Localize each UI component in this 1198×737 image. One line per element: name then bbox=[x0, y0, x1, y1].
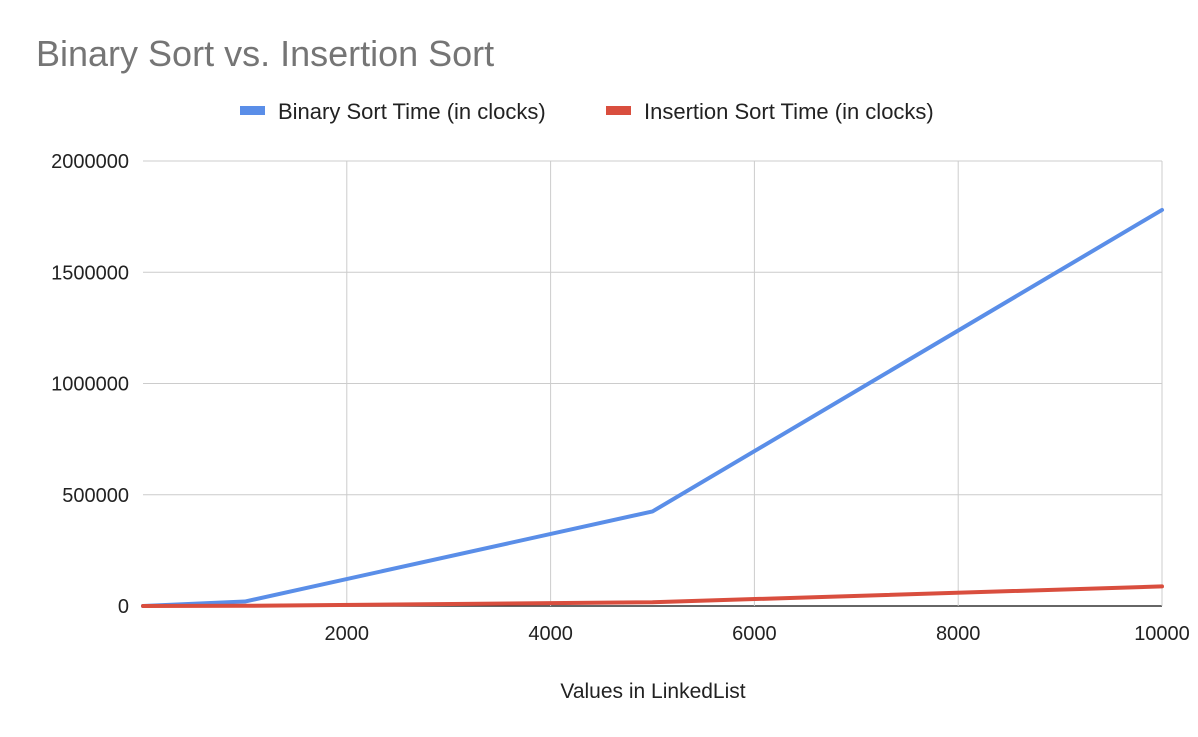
y-axis-ticks: 0 500000 1000000 1500000 2000000 bbox=[51, 151, 129, 618]
chart-title: Binary Sort vs. Insertion Sort bbox=[36, 33, 494, 74]
legend-swatch-0 bbox=[240, 106, 265, 115]
legend-swatch-1 bbox=[606, 106, 631, 115]
y-tick-label: 1000000 bbox=[51, 374, 129, 396]
legend: Binary Sort Time (in clocks) Insertion So… bbox=[240, 99, 934, 124]
x-tick-label: 4000 bbox=[528, 623, 573, 645]
x-tick-label: 10000 bbox=[1134, 623, 1190, 645]
y-tick-label: 1500000 bbox=[51, 262, 129, 284]
grid bbox=[143, 160, 1163, 607]
x-axis-title: Values in LinkedList bbox=[560, 680, 745, 703]
y-tick-label: 0 bbox=[118, 596, 129, 618]
y-tick-label: 500000 bbox=[62, 485, 129, 507]
x-tick-label: 8000 bbox=[936, 623, 981, 645]
series-line-1 bbox=[141, 584, 1164, 608]
x-axis-ticks: 2000 4000 6000 8000 10000 bbox=[325, 623, 1190, 645]
x-tick-label: 2000 bbox=[325, 623, 370, 645]
series-line-0 bbox=[141, 207, 1164, 608]
legend-label-1: Insertion Sort Time (in clocks) bbox=[644, 99, 934, 124]
x-tick-label: 6000 bbox=[732, 623, 777, 645]
y-tick-label: 2000000 bbox=[51, 151, 129, 173]
legend-label-0: Binary Sort Time (in clocks) bbox=[278, 99, 546, 124]
series-lines bbox=[141, 207, 1164, 608]
